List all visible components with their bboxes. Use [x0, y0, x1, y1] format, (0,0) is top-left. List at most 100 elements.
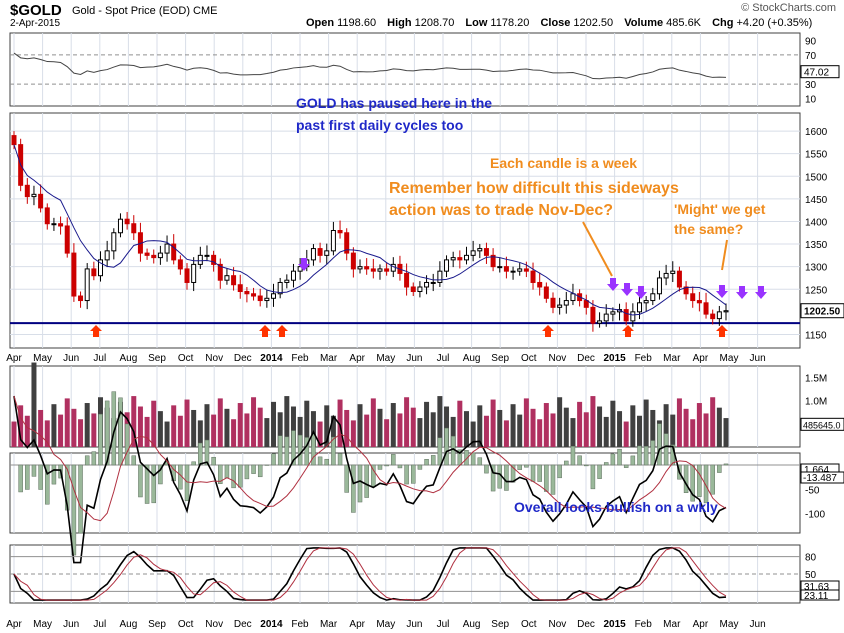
volume-bar: [543, 403, 549, 447]
candle-body: [583, 300, 589, 308]
down-arrow-icon: [755, 286, 767, 299]
y-tick-label: 1550: [805, 150, 828, 161]
macd-histogram-bar: [703, 464, 709, 504]
candle-body: [211, 254, 217, 265]
macd-histogram-bar: [344, 464, 349, 493]
macd-histogram-bar: [723, 463, 729, 466]
macd-histogram-bar: [91, 451, 97, 466]
macd-histogram-bar: [623, 464, 629, 468]
x-tick-label-bottom: Feb: [291, 619, 309, 630]
macd-histogram-bar: [204, 439, 210, 466]
candle-body: [191, 263, 197, 283]
candle-body: [24, 184, 30, 198]
x-tick-label-bottom: Dec: [577, 619, 595, 630]
candle-body: [636, 302, 642, 313]
x-tick-label-bottom: Sep: [491, 619, 509, 630]
candle-body: [78, 295, 84, 302]
x-tick-label: Feb: [635, 353, 653, 364]
macd-histogram-bar: [697, 464, 702, 497]
volume-bar: [271, 401, 277, 447]
x-tick-label: 2014: [260, 353, 283, 364]
rsi-value-box: [800, 65, 840, 79]
candle-body: [417, 286, 423, 293]
macd-histogram-bar: [683, 464, 689, 493]
volume-bar: [64, 398, 70, 447]
volume-bar: [231, 419, 237, 447]
volume-bar: [157, 411, 163, 447]
macd-histogram-bar: [25, 464, 30, 490]
candle-body: [477, 248, 483, 252]
volume-bar: [690, 419, 696, 447]
candle-body: [696, 300, 702, 304]
macd-histogram-bar: [284, 436, 290, 466]
macd-histogram-bar: [84, 455, 90, 466]
volume-bar: [617, 411, 623, 447]
macd-histogram-bar: [304, 437, 310, 466]
volume-bar: [710, 397, 716, 447]
candle-body: [330, 230, 336, 252]
macd-histogram-bar: [444, 427, 449, 466]
candle-body: [650, 293, 656, 302]
macd-histogram-bar: [364, 464, 369, 498]
volume-bar: [204, 404, 210, 447]
volume-bar: [723, 418, 729, 447]
stoch-d-line: [13, 547, 727, 601]
rsi-line: [13, 52, 727, 80]
rsi-value-label: 47.02: [804, 68, 829, 79]
candle-body: [124, 218, 130, 225]
macd-histogram-bar: [477, 457, 483, 466]
macd-tick-label: -50: [805, 485, 820, 496]
macd-histogram-bar: [524, 464, 529, 468]
candle-body: [384, 268, 390, 272]
volume-bar: [357, 404, 363, 447]
volume-bar: [643, 399, 649, 447]
x-tick-label: Nov: [205, 353, 223, 364]
up-arrow-icon: [276, 325, 288, 337]
macd-signal-label: -13.487: [803, 473, 837, 484]
candle-body: [157, 252, 163, 259]
candle-body: [410, 286, 416, 293]
macd-histogram-bar: [337, 453, 343, 466]
candle-body: [517, 268, 523, 272]
x-tick-label: May: [33, 353, 52, 364]
macd-histogram-bar: [417, 464, 423, 470]
y-tick-label: 1600: [805, 127, 828, 138]
volume-bar: [71, 408, 77, 447]
candle-body: [444, 259, 450, 272]
candle-body: [104, 250, 110, 261]
macd-histogram-bar: [384, 464, 389, 467]
macd-histogram-bar: [530, 464, 536, 482]
up-arrow-icon: [716, 325, 728, 337]
volume-bar: [38, 409, 44, 447]
macd-line: [13, 395, 727, 564]
macd-histogram-bar: [424, 459, 429, 466]
volume-bar: [410, 407, 416, 447]
panel-price: [9, 112, 801, 349]
volume-bar: [683, 408, 689, 447]
volume-bar: [444, 406, 450, 447]
candle-body: [430, 281, 436, 284]
macd-histogram-bar: [470, 452, 476, 466]
macd-histogram-bar: [517, 464, 522, 470]
rsi-tick-label: 90: [805, 36, 817, 47]
chart-header: $GOLD Gold - Spot Price (EOD) CME © Stoc…: [0, 0, 844, 30]
volume-bar: [630, 405, 636, 447]
volume-bar: [177, 415, 183, 447]
volume-bar: [517, 414, 523, 447]
candle-body: [177, 259, 183, 270]
candle-body: [543, 286, 549, 299]
y-tick-label: 1250: [805, 285, 828, 296]
volume-bar: [237, 403, 243, 447]
volume-bar: [370, 398, 376, 447]
volume-bar: [470, 421, 476, 447]
macd-histogram-bar: [630, 455, 636, 466]
volume-bar: [570, 418, 576, 447]
rsi-tick-label: 30: [805, 80, 817, 91]
macd-histogram-bar: [617, 448, 622, 466]
volume-bar: [364, 414, 370, 447]
x-tick-label-bottom: May: [720, 619, 739, 630]
macd-histogram-bar: [331, 436, 336, 466]
x-tick-label-bottom: Apr: [349, 619, 365, 630]
x-tick-label: Oct: [178, 353, 194, 364]
